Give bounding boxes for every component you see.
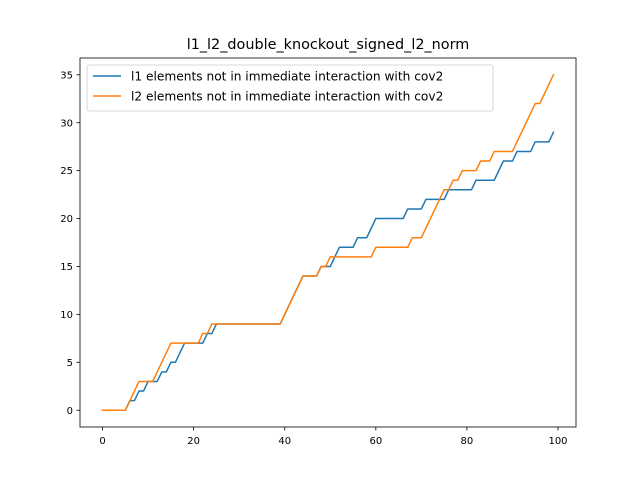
legend-label-1: l1 elements not in immediate interaction… [131, 70, 443, 84]
x-tick-label: 0 [99, 436, 105, 447]
series-line-1 [101, 131, 555, 411]
series-line-2 [101, 73, 555, 411]
chart-title: l1_l2_double_knockout_signed_l2_norm [187, 37, 470, 53]
legend-box [86, 64, 494, 112]
x-tick-label: 100 [548, 436, 567, 447]
y-tick-label: 30 [60, 118, 73, 129]
axes-layer: 0 20 40 60 80 100 0 5 10 15 20 25 30 35 [60, 57, 577, 447]
y-tick-label: 15 [60, 262, 73, 273]
y-tick-label: 25 [60, 166, 73, 177]
y-tick-label: 10 [60, 310, 73, 321]
x-tick-label: 40 [278, 436, 291, 447]
legend-label-2: l2 elements not in immediate interaction… [131, 90, 443, 104]
legend: l1 elements not in immediate interaction… [86, 64, 494, 112]
y-tick-label: 5 [67, 358, 73, 369]
x-tick-label: 20 [187, 436, 200, 447]
y-tick-label: 0 [67, 406, 73, 417]
plot-frame [79, 57, 577, 428]
x-tick-label: 80 [461, 436, 474, 447]
x-tick-label: 60 [369, 436, 382, 447]
y-tick-label: 35 [60, 70, 73, 81]
y-tick-label: 20 [60, 214, 73, 225]
series-layer [101, 73, 555, 411]
